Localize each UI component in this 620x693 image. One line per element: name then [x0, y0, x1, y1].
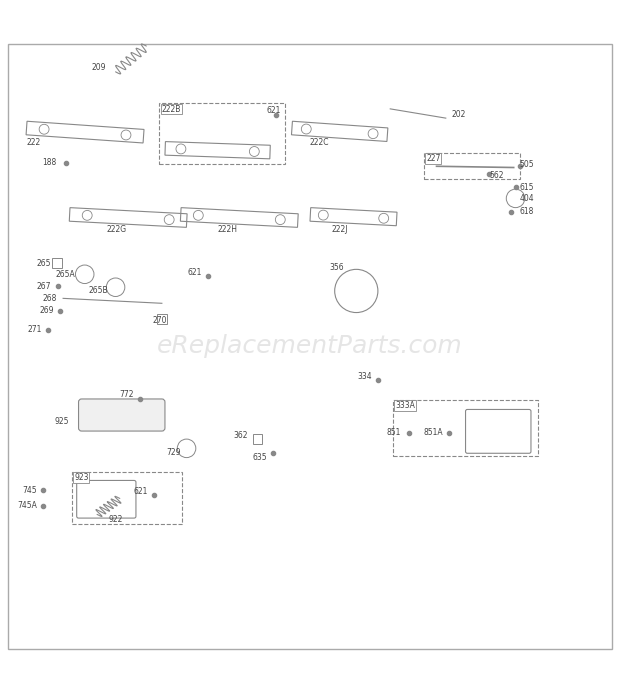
Text: 267: 267 [36, 281, 51, 290]
Bar [157, 314, 167, 324]
Bar [424, 152, 520, 179]
Text: 362: 362 [234, 432, 248, 441]
Text: 268: 268 [43, 294, 57, 303]
Bar [159, 103, 285, 164]
Text: 635: 635 [252, 453, 267, 462]
Text: 333A: 333A [395, 401, 415, 410]
Text: 270: 270 [153, 316, 167, 325]
Text: 222H: 222H [218, 225, 237, 234]
Text: 222G: 222G [106, 225, 126, 234]
Text: 209: 209 [92, 63, 106, 72]
Text: 851A: 851A [423, 428, 443, 437]
Text: 618: 618 [520, 207, 534, 216]
Bar [52, 258, 62, 268]
Text: 222B: 222B [162, 105, 181, 114]
Text: 265: 265 [36, 258, 51, 267]
Text: 202: 202 [452, 110, 466, 119]
FancyBboxPatch shape [79, 399, 165, 431]
Text: 562: 562 [489, 171, 503, 180]
Text: 615: 615 [520, 183, 534, 192]
Text: 334: 334 [357, 371, 372, 380]
Text: 621: 621 [188, 268, 202, 277]
Text: eReplacementParts.com: eReplacementParts.com [157, 335, 463, 358]
Bar [73, 472, 182, 525]
Text: 745: 745 [22, 486, 37, 495]
Text: 729: 729 [166, 448, 180, 457]
Text: 356: 356 [329, 263, 344, 272]
Text: 621: 621 [134, 487, 148, 496]
Text: 851: 851 [387, 428, 401, 437]
Text: 745A: 745A [17, 501, 37, 510]
Text: 265A: 265A [56, 270, 76, 279]
Text: 188: 188 [43, 158, 57, 167]
Text: 222J: 222J [332, 225, 348, 234]
Text: 922: 922 [108, 515, 123, 524]
Text: 772: 772 [120, 389, 134, 398]
Text: 227: 227 [426, 154, 440, 163]
Text: 222: 222 [26, 139, 40, 148]
Text: 505: 505 [520, 160, 534, 169]
Text: 222C: 222C [310, 138, 329, 147]
Text: 621: 621 [267, 106, 281, 115]
Text: 925: 925 [55, 417, 69, 426]
Text: 923: 923 [74, 473, 89, 482]
Text: 271: 271 [27, 325, 42, 334]
Text: 404: 404 [520, 194, 534, 203]
Bar [393, 400, 538, 457]
Text: 265B: 265B [89, 286, 108, 295]
Bar [252, 434, 262, 444]
Text: 269: 269 [39, 306, 54, 315]
